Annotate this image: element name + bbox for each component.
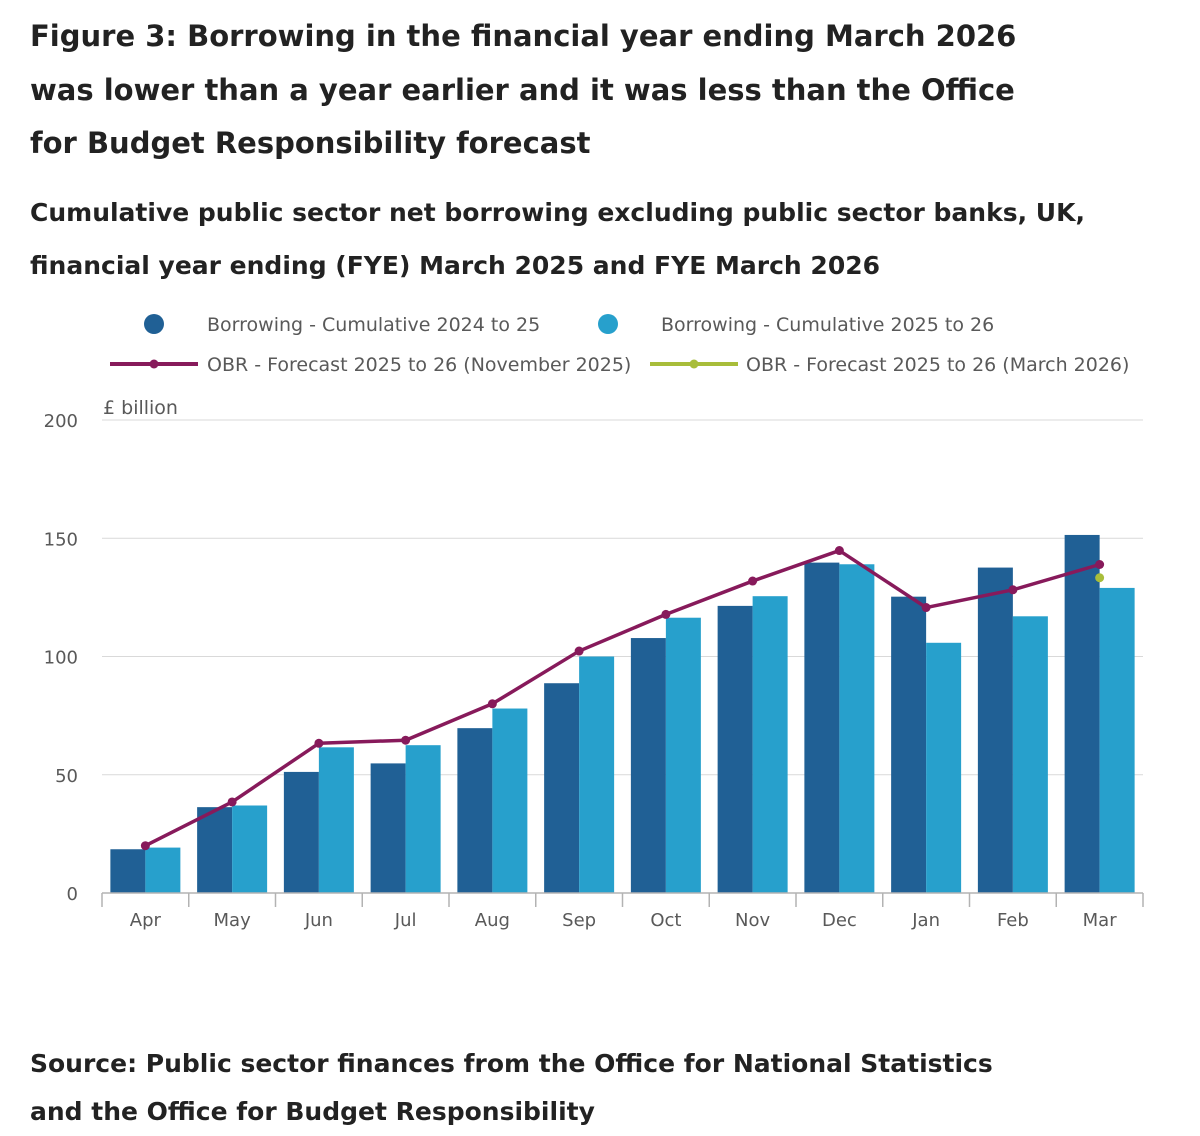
bar-2025-26-may (232, 805, 268, 893)
forecast-nov-2025-point (834, 546, 844, 556)
forecast-nov-2025-point (227, 797, 237, 807)
legend-swatch-point (689, 359, 699, 369)
figure-subtitle: Cumulative public sector net borrowing e… (30, 198, 1085, 280)
x-tick-label: Mar (1083, 910, 1118, 931)
bar-2024-25-jul (370, 763, 406, 893)
bar-2025-26-nov (752, 596, 788, 893)
bar-2025-26-apr (145, 847, 181, 893)
bar-2024-25-sep (544, 683, 580, 893)
y-tick-label: 50 (55, 766, 78, 787)
forecast-nov-2025-point (574, 646, 584, 656)
x-axis (101, 892, 1144, 907)
legend-label: Borrowing - Cumulative 2025 to 26 (661, 314, 994, 336)
bar-2024-25-oct (630, 638, 666, 893)
forecast-nov-2025-line (144, 548, 1101, 848)
legend-item-2025-26: Borrowing - Cumulative 2025 to 26 (598, 314, 994, 336)
bar-2024-25-dec (804, 562, 840, 893)
forecast-nov-2025-point (921, 603, 931, 613)
legend-label: Borrowing - Cumulative 2024 to 25 (207, 314, 540, 336)
legend-swatch (598, 314, 618, 334)
x-tick-label: Dec (822, 910, 857, 931)
x-axis-ticks: Apr May Jun Jul Aug Sep Oct Nov Dec Jan Feb Mar (130, 910, 1117, 931)
bars (110, 534, 1135, 893)
bar-2025-26-feb (1012, 616, 1048, 893)
legend-item-2024-25: Borrowing - Cumulative 2024 to 25 (144, 314, 540, 336)
forecast-nov-2025-point (1008, 585, 1018, 595)
forecast-lines (140, 546, 1105, 851)
x-tick-label: Feb (997, 910, 1029, 931)
forecast-nov-2025-point (401, 735, 411, 745)
y-tick-label: 200 (44, 411, 78, 432)
bar-2025-26-oct (665, 617, 701, 893)
bar-2025-26-mar (1099, 587, 1135, 893)
bar-2024-25-nov (717, 605, 753, 893)
x-tick-label: Apr (130, 910, 162, 931)
forecast-nov-2025-point (1095, 560, 1105, 570)
x-tick-label: May (214, 910, 252, 931)
x-tick-label: Jun (304, 910, 333, 931)
forecast-nov-2025-point (140, 841, 150, 851)
bar-2025-26-sep (579, 656, 615, 893)
forecast-mar-2026-point (1095, 573, 1105, 583)
bar-2024-25-apr (110, 849, 146, 893)
chart-legend: Borrowing - Cumulative 2024 to 25 Borrowi… (110, 314, 1129, 376)
x-tick-label: Jul (394, 910, 417, 931)
x-tick-label: Aug (475, 910, 510, 931)
y-axis-ticks: 0 50 100 150 200 (44, 411, 78, 905)
x-tick-label: Nov (735, 910, 770, 931)
bar-2025-26-jan (926, 642, 962, 893)
figure-title: Figure 3: Borrowing in the financial yea… (30, 19, 1017, 160)
source-note: Source: Public sector finances from the … (30, 1049, 993, 1126)
bar-2025-26-jul (405, 745, 441, 893)
bar-2024-25-may (197, 807, 233, 893)
y-tick-label: 150 (44, 529, 78, 550)
legend-swatch-point (149, 359, 159, 369)
bar-2025-26-dec (839, 564, 875, 893)
gridlines (102, 419, 1143, 776)
bar-2024-25-mar (1064, 534, 1100, 893)
legend-item-forecast-mar-2026: OBR - Forecast 2025 to 26 (March 2026) (650, 354, 1129, 376)
legend-label: OBR - Forecast 2025 to 26 (March 2026) (746, 354, 1129, 376)
y-tick-label: 100 (44, 648, 78, 669)
bar-2024-25-feb (977, 567, 1013, 893)
bar-2024-25-jan (891, 596, 927, 893)
bar-2024-25-jun (283, 771, 319, 893)
bar-2025-26-aug (492, 708, 528, 893)
legend-item-forecast-nov-2025: OBR - Forecast 2025 to 26 (November 2025… (110, 354, 631, 376)
forecast-nov-2025-point (487, 699, 497, 709)
legend-swatch (144, 314, 164, 334)
x-tick-label: Jan (911, 910, 940, 931)
y-tick-label: 0 (67, 884, 78, 905)
forecast-nov-2025-point (661, 609, 671, 619)
bar-2024-25-aug (457, 728, 493, 893)
y-axis-unit-label: £ billion (103, 397, 178, 419)
x-tick-label: Sep (562, 910, 596, 931)
legend-label: OBR - Forecast 2025 to 26 (November 2025… (207, 354, 631, 376)
bar-2025-26-jun (318, 747, 354, 893)
x-tick-label: Oct (650, 910, 681, 931)
forecast-nov-2025-point (314, 738, 324, 748)
forecast-nov-2025-point (748, 576, 758, 586)
